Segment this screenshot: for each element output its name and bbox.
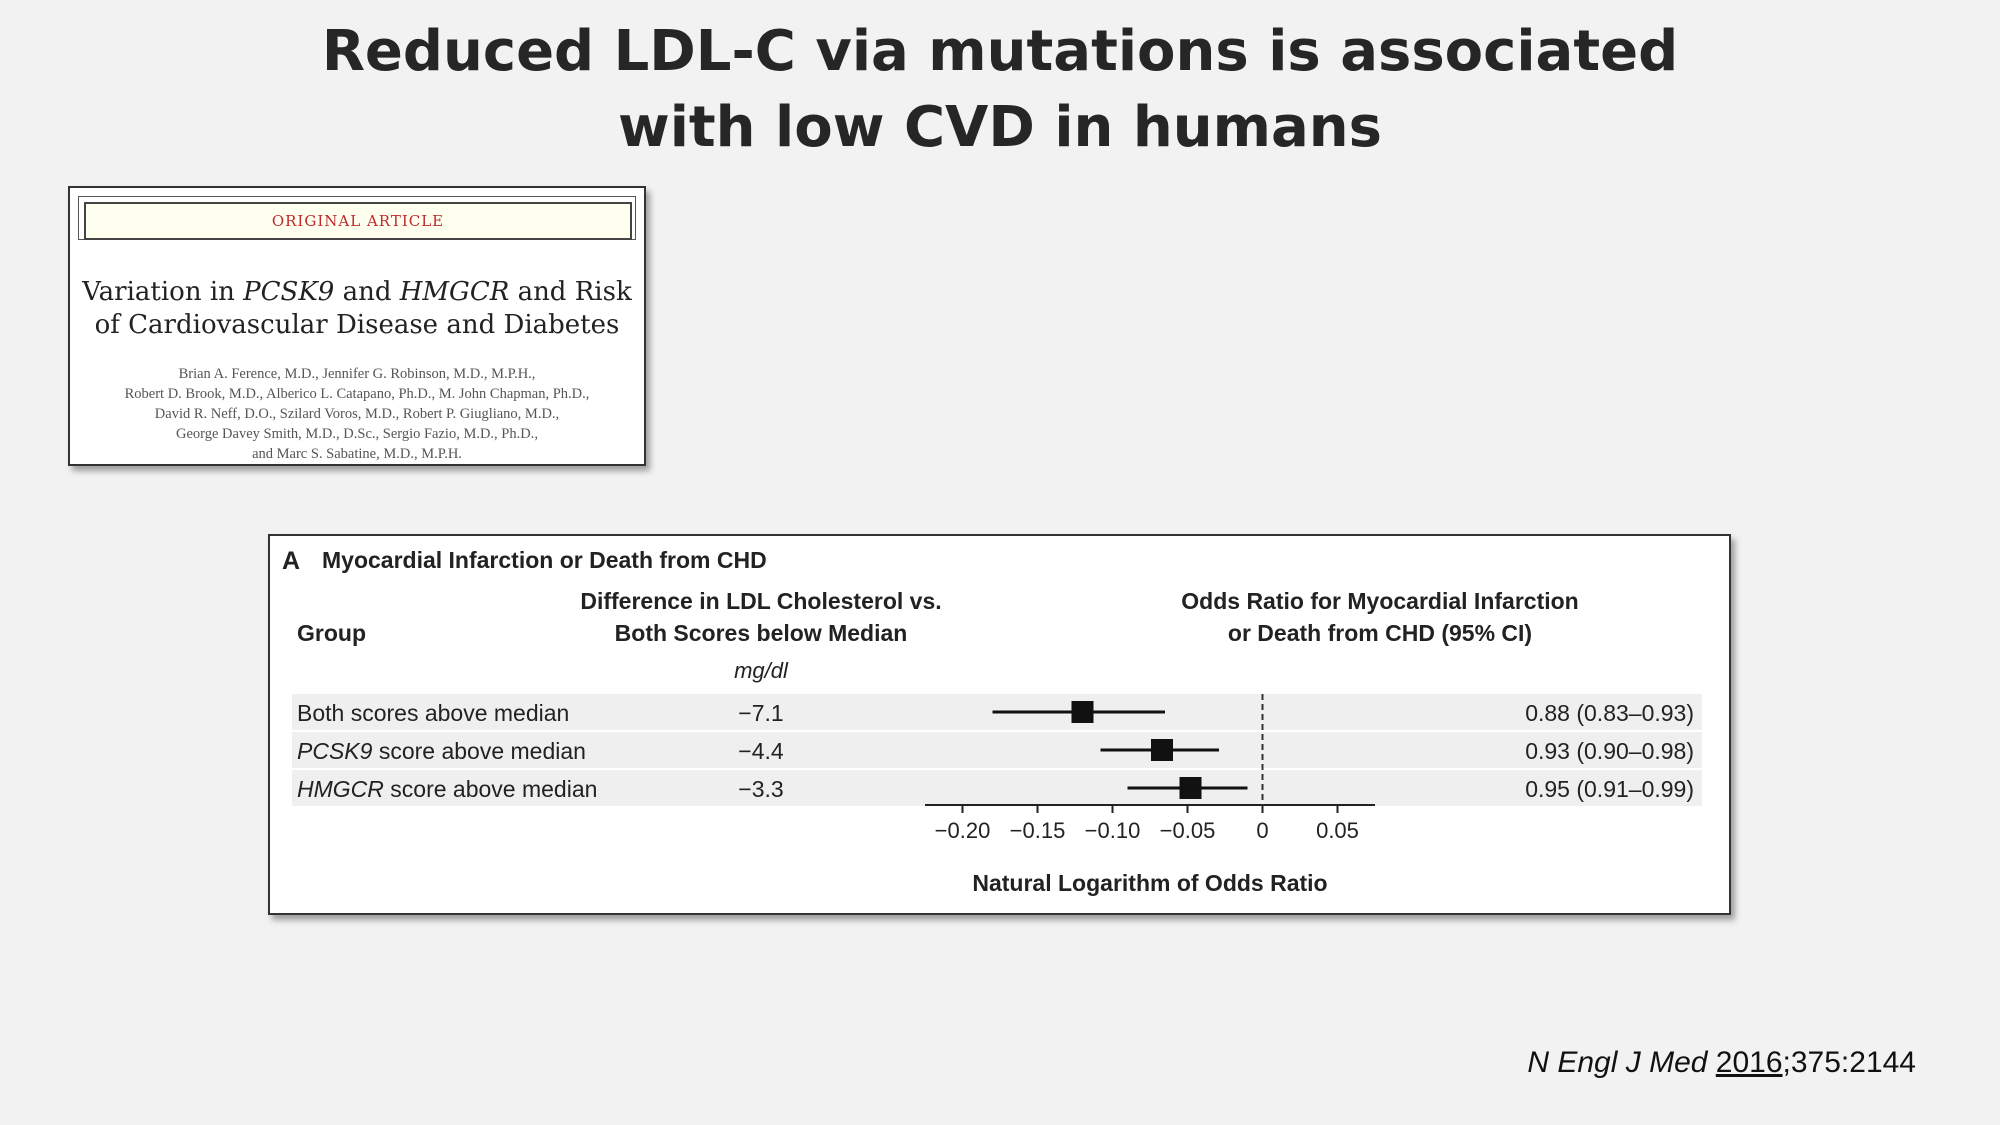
author-line: Robert D. Brook, M.D., Alberico L. Catap… — [124, 386, 590, 402]
row-stripe — [292, 770, 1702, 806]
row-or-text: 0.95 (0.91–0.99) — [1525, 776, 1694, 802]
x-axis-tick-label: −0.10 — [1085, 818, 1141, 843]
article-title-gene-hmgcr: HMGCR — [399, 277, 510, 307]
citation-year[interactable]: 2016 — [1715, 1046, 1783, 1079]
row-or-text: 0.93 (0.90–0.98) — [1525, 738, 1694, 764]
ldl-column-header-line-1: Difference in LDL Cholesterol vs. — [580, 588, 941, 614]
x-axis-tick-label: 0 — [1256, 818, 1268, 843]
article-title-line-2: of Cardiovascular Disease and Diabetes — [94, 310, 620, 340]
citation: N Engl J Med 2016;375:2144 — [1527, 1046, 1916, 1080]
article-header-card: ORIGINAL ARTICLE Variation in PCSK9 and … — [68, 186, 646, 466]
article-authors: Brian A. Ference, M.D., Jennifer G. Robi… — [70, 364, 644, 464]
article-type-label: ORIGINAL ARTICLE — [84, 202, 632, 240]
x-axis-tick-label: −0.20 — [935, 818, 991, 843]
article-title-text: and Risk — [517, 277, 632, 307]
row-ldl-diff: −7.1 — [738, 700, 783, 726]
row-ldl-diff: −3.3 — [738, 776, 783, 802]
or-column-header-line-2: or Death from CHD (95% CI) — [1228, 620, 1532, 646]
forest-marks — [992, 694, 1264, 805]
author-line: Brian A. Ference, M.D., Jennifer G. Robi… — [178, 366, 536, 382]
row-group-label-text: score above median — [384, 776, 598, 802]
article-title: Variation in PCSK9 and HMGCR and Risk of… — [70, 276, 644, 342]
author-line: David R. Neff, D.O., Szilard Voros, M.D.… — [154, 406, 560, 422]
row-stripe — [292, 732, 1702, 768]
x-axis-label: Natural Logarithm of Odds Ratio — [972, 870, 1327, 896]
slide-title-line-2: with low CVD in humans — [617, 95, 1382, 160]
citation-volume-page: ;375:2144 — [1782, 1046, 1916, 1079]
slide-title: Reduced LDL-C via mutations is associate… — [0, 14, 2000, 166]
group-column-header: Group — [297, 620, 366, 646]
x-axis-ticks: −0.20 −0.15 −0.10 −0.05 0 0.05 — [935, 805, 1359, 843]
or-column-header-line-1: Odds Ratio for Myocardial Infarction — [1181, 588, 1578, 614]
row-group-label-text: Both scores above median — [297, 700, 569, 726]
row-group-label: HMGCR score above median — [297, 776, 597, 802]
row-group-label: PCSK9 score above median — [297, 738, 586, 764]
author-line: George Davey Smith, M.D., D.Sc., Sergio … — [176, 426, 538, 442]
ldl-column-header-line-2: Both Scores below Median — [615, 620, 908, 646]
row-group-label-text: score above median — [372, 738, 586, 764]
row-group-label-italic: PCSK9 — [297, 738, 373, 764]
x-axis-tick-label: −0.05 — [1160, 818, 1216, 843]
slide-title-line-1: Reduced LDL-C via mutations is associate… — [321, 19, 1679, 84]
row-ldl-diff: −4.4 — [738, 738, 784, 764]
author-line: and Marc S. Sabatine, M.D., M.P.H. — [252, 446, 462, 462]
point-estimate — [1179, 777, 1202, 799]
point-estimate — [1071, 701, 1094, 723]
ldl-column-unit: mg/dl — [734, 658, 789, 683]
article-title-text: and — [342, 277, 392, 307]
row-or-text: 0.88 (0.83–0.93) — [1525, 700, 1694, 726]
x-axis-tick-label: −0.15 — [1010, 818, 1066, 843]
point-estimate — [1151, 739, 1173, 761]
article-title-line-1: Variation in PCSK9 and HMGCR and Risk — [70, 276, 644, 309]
article-title-text: Variation in — [82, 277, 235, 307]
row-group-label-italic: HMGCR — [297, 776, 384, 802]
forest-plot-panel: A Myocardial Infarction or Death from CH… — [268, 534, 1731, 915]
panel-letter: A — [282, 547, 300, 575]
forest-plot: A Myocardial Infarction or Death from CH… — [282, 547, 1702, 896]
chart-title: Myocardial Infarction or Death from CHD — [322, 547, 767, 573]
x-axis-tick-label: 0.05 — [1316, 818, 1359, 843]
row-group-label: Both scores above median — [297, 700, 569, 726]
article-title-gene-pcsk9: PCSK9 — [243, 277, 335, 307]
citation-journal: N Engl J Med — [1527, 1046, 1708, 1079]
